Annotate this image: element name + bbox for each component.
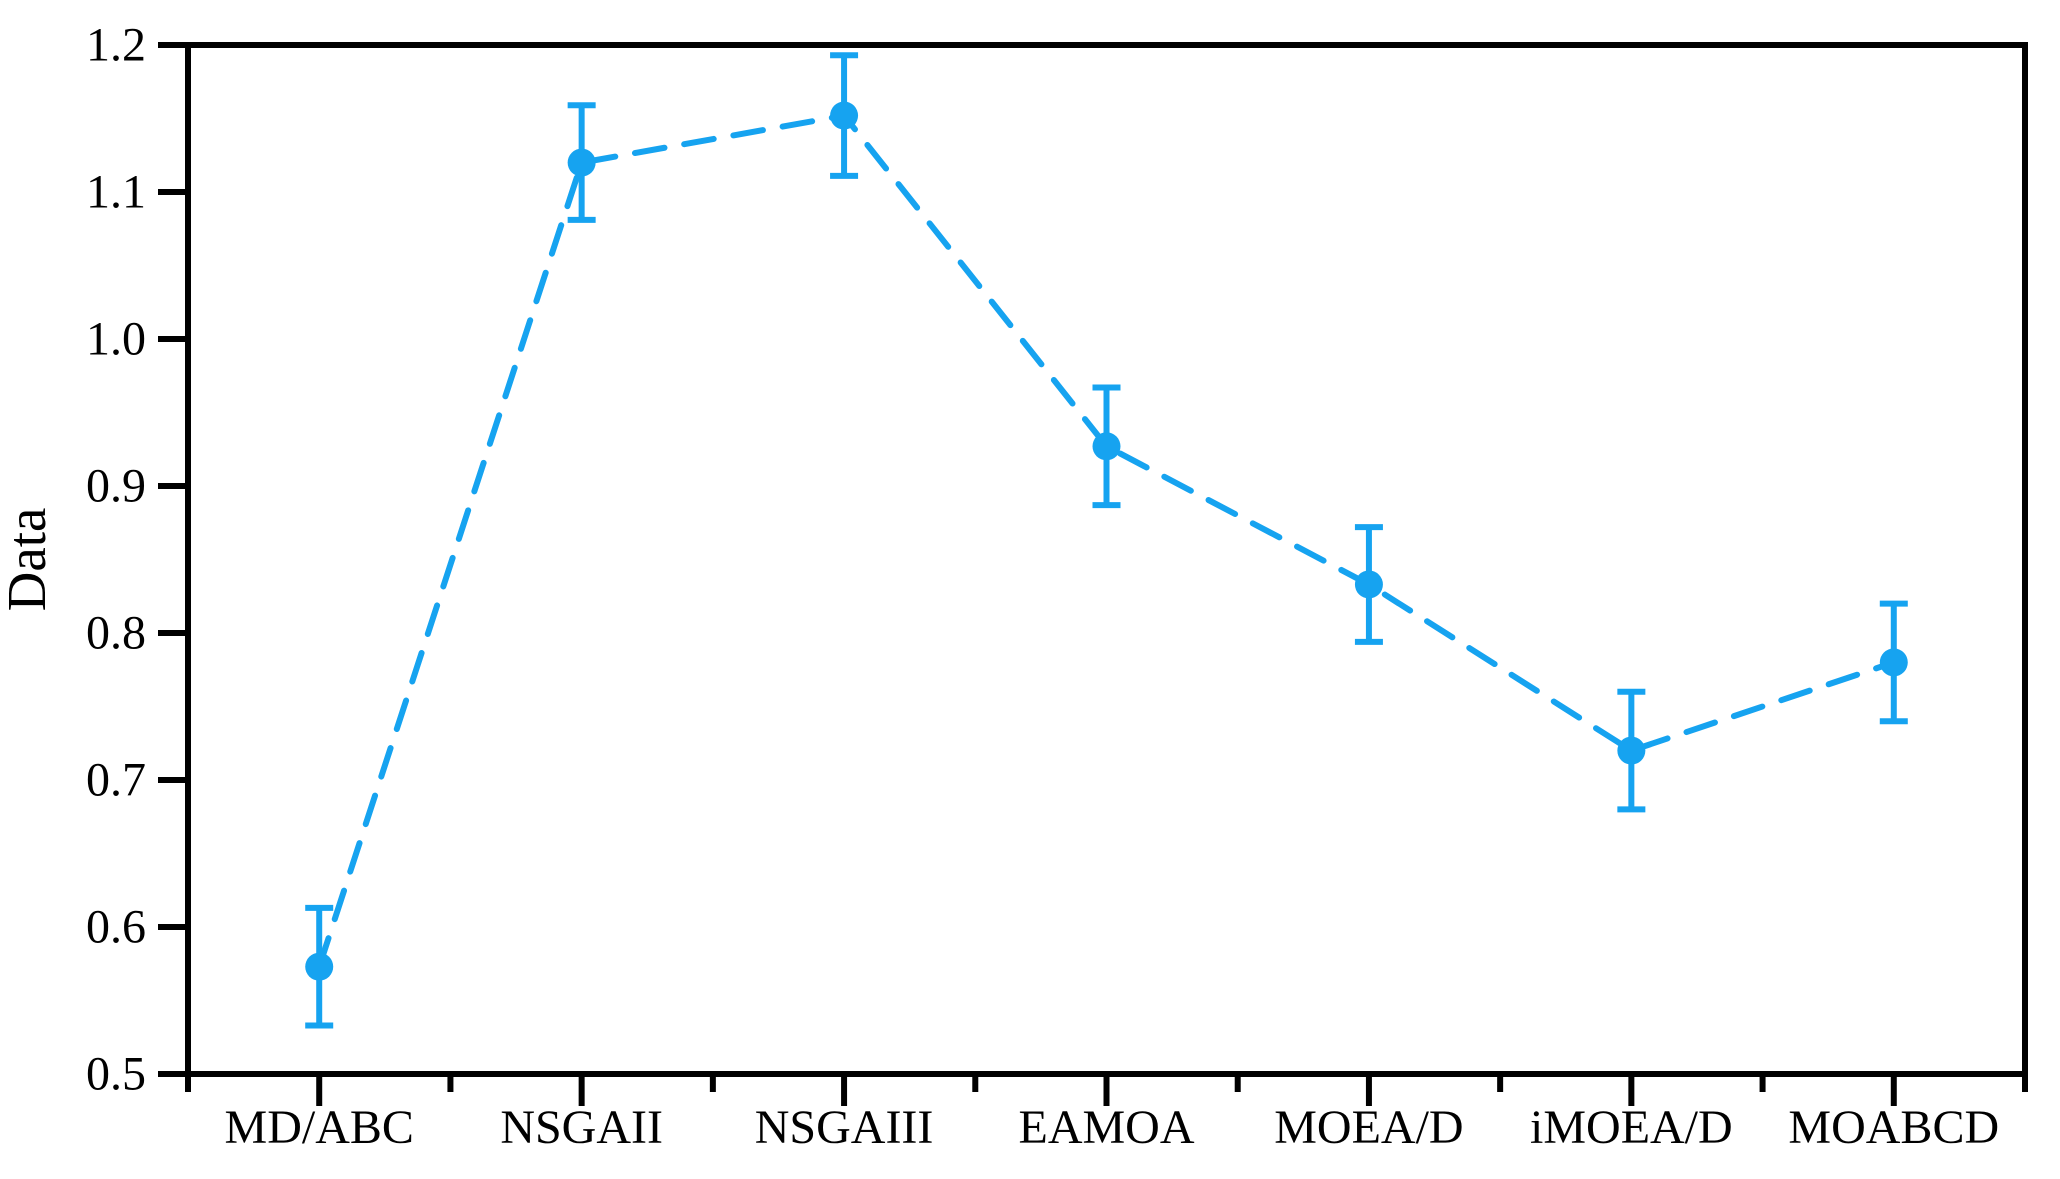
y-tick-label: 0.7: [86, 754, 146, 807]
data-point-marker: [1092, 432, 1121, 461]
x-tick-label: MOEA/D: [1274, 1101, 1463, 1154]
plot-frame: [185, 42, 2028, 1077]
data-point-marker: [1617, 736, 1646, 765]
data-point-marker: [1354, 570, 1383, 599]
data-point-marker: [305, 952, 334, 981]
x-tick-label: MD/ABC: [225, 1101, 414, 1154]
x-tick-label: NSGAII: [500, 1101, 663, 1154]
x-tick-label: iMOEA/D: [1530, 1101, 1733, 1154]
x-tick-label: NSGAIII: [755, 1101, 934, 1154]
data-point-marker: [567, 148, 596, 177]
y-axis-label: Data: [0, 508, 57, 612]
y-tick-label: 0.8: [86, 607, 146, 660]
data-point-marker: [1879, 648, 1908, 677]
y-tick-label: 0.5: [86, 1048, 146, 1101]
y-tick-label: 1.1: [86, 166, 146, 219]
y-tick-label: 0.6: [86, 901, 146, 954]
y-tick-label: 0.9: [86, 460, 146, 513]
y-tick-label: 1.0: [86, 313, 146, 366]
x-tick-label: EAMOA: [1019, 1101, 1195, 1154]
data-series-line: [316, 112, 1897, 970]
data-point-marker: [830, 101, 859, 130]
x-tick-label: MOABCD: [1788, 1101, 1999, 1154]
y-tick-label: 1.2: [86, 19, 146, 72]
